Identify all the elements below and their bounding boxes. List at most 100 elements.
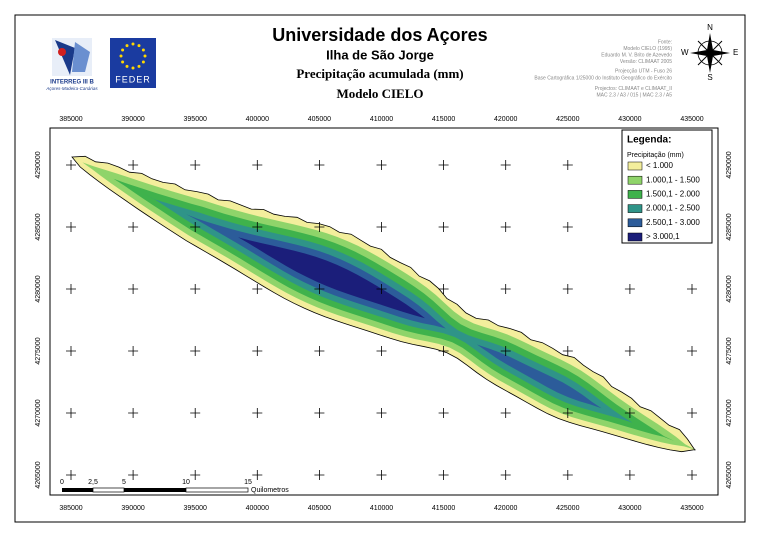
title: Universidade dos Açores xyxy=(272,25,487,45)
x-coordinate-label: 385000 xyxy=(59,116,82,123)
legend-label: > 3.000,1 xyxy=(646,232,680,241)
scale-label: 0 xyxy=(60,479,64,486)
grid-cross xyxy=(128,408,139,418)
x-coordinate-label: 415000 xyxy=(432,505,455,512)
grid-cross xyxy=(438,222,449,232)
grid-cross xyxy=(376,222,387,232)
grid-cross xyxy=(500,346,511,356)
grid-cross xyxy=(687,408,697,418)
x-coordinate-label: 420000 xyxy=(494,505,517,512)
x-coordinate-label: 385000 xyxy=(59,505,82,512)
grid-cross xyxy=(562,408,573,418)
legend: Legenda: Precipitação (mm) < 1.000 1.000,… xyxy=(621,129,713,244)
x-coordinate-label: 420000 xyxy=(494,116,517,123)
scale-label: 15 xyxy=(244,479,252,486)
x-coordinate-label: 395000 xyxy=(184,505,207,512)
grid-cross xyxy=(252,284,263,294)
legend-swatch xyxy=(627,204,643,213)
variable-name: Precipitação acumulada (mm) xyxy=(296,66,463,81)
eu-star xyxy=(119,54,123,58)
feder-logo: FEDER xyxy=(110,38,156,88)
eu-star xyxy=(121,60,125,64)
grid-cross xyxy=(562,346,573,356)
credit-line: Fonte: xyxy=(658,39,672,45)
grid-cross xyxy=(190,284,201,294)
island-name: Ilha de São Jorge xyxy=(326,47,434,62)
legend-swatch xyxy=(627,218,643,228)
grid-cross xyxy=(66,284,76,294)
eu-star xyxy=(131,66,135,70)
grid: 385000 385000 390000 390000 395000 395000 4000… xyxy=(35,116,733,512)
grid-cross xyxy=(66,408,76,418)
grid-cross xyxy=(252,470,263,480)
grid-cross xyxy=(376,408,387,418)
grid-cross xyxy=(438,284,449,294)
legend-label: 2.000,1 - 2.500 xyxy=(646,204,700,213)
legend-subtitle: Precipitação (mm) xyxy=(627,152,684,159)
grid-cross xyxy=(314,284,325,294)
grid-cross xyxy=(438,470,449,480)
grid-cross xyxy=(500,408,511,418)
grid-cross xyxy=(624,284,635,294)
compass-south: S xyxy=(707,73,712,82)
legend-label: < 1.000 xyxy=(646,161,673,170)
grid-cross xyxy=(252,346,263,356)
x-coordinate-label: 435000 xyxy=(680,505,703,512)
grid-cross xyxy=(252,222,263,232)
x-coordinate-label: 425000 xyxy=(556,116,579,123)
grid-cross xyxy=(562,470,573,480)
x-coordinate-label: 430000 xyxy=(618,116,641,123)
y-coordinate-label: 4290000 xyxy=(35,151,42,178)
grid-cross xyxy=(438,346,449,356)
x-coordinate-label: 390000 xyxy=(121,116,144,123)
x-coordinate-label: 410000 xyxy=(370,505,393,512)
grid-cross xyxy=(376,160,387,170)
grid-cross xyxy=(190,160,201,170)
grid-cross xyxy=(252,160,263,170)
grid-cross xyxy=(500,160,511,170)
x-coordinate-label: 410000 xyxy=(370,116,393,123)
scale-label: 5 xyxy=(122,479,126,486)
scale-label: 2,5 xyxy=(88,479,98,486)
y-coordinate-label: 4275000 xyxy=(726,337,733,364)
scale-unit: Quilometros xyxy=(251,487,289,494)
grid-cross xyxy=(687,470,697,480)
grid-cross xyxy=(562,284,573,294)
credits: Fonte:Modelo CIELO (1995)Eduardo M. V. B… xyxy=(534,39,672,98)
y-coordinate-label: 4265000 xyxy=(35,461,42,488)
eu-star xyxy=(131,42,135,46)
grid-cross xyxy=(66,470,76,480)
grid-cross xyxy=(562,222,573,232)
grid-cross xyxy=(314,470,325,480)
grid-cross xyxy=(128,160,139,170)
x-coordinate-label: 400000 xyxy=(246,116,269,123)
grid-cross xyxy=(376,470,387,480)
x-coordinate-label: 425000 xyxy=(556,505,579,512)
grid-cross xyxy=(190,346,201,356)
x-coordinate-label: 435000 xyxy=(680,116,703,123)
credit-line: Base Cartográfica 1/25000 do Instituto G… xyxy=(534,75,672,81)
grid-cross xyxy=(314,408,325,418)
eu-star xyxy=(141,48,145,52)
y-coordinate-label: 4290000 xyxy=(726,151,733,178)
y-coordinate-label: 4285000 xyxy=(35,213,42,240)
x-coordinate-label: 415000 xyxy=(432,116,455,123)
x-coordinate-label: 400000 xyxy=(246,505,269,512)
compass-east: E xyxy=(733,48,738,57)
credit-line: Projectos: CLIMAAT e CLIMAAT_II xyxy=(595,86,672,92)
compass-north: N xyxy=(707,23,713,32)
eu-star xyxy=(125,64,129,68)
x-coordinate-label: 405000 xyxy=(308,116,331,123)
legend-label: 2.500,1 - 3.000 xyxy=(646,218,700,227)
y-coordinate-label: 4275000 xyxy=(35,337,42,364)
legend-swatch xyxy=(627,161,643,171)
grid-cross xyxy=(128,470,139,480)
island xyxy=(71,155,696,453)
grid-cross xyxy=(624,346,635,356)
grid-cross xyxy=(66,222,76,232)
legend-swatch xyxy=(627,175,643,185)
grid-cross xyxy=(66,160,76,170)
grid-cross xyxy=(376,346,387,356)
interreg-logo: INTERREG III B Açores-Madeira-Canárias xyxy=(45,38,98,91)
